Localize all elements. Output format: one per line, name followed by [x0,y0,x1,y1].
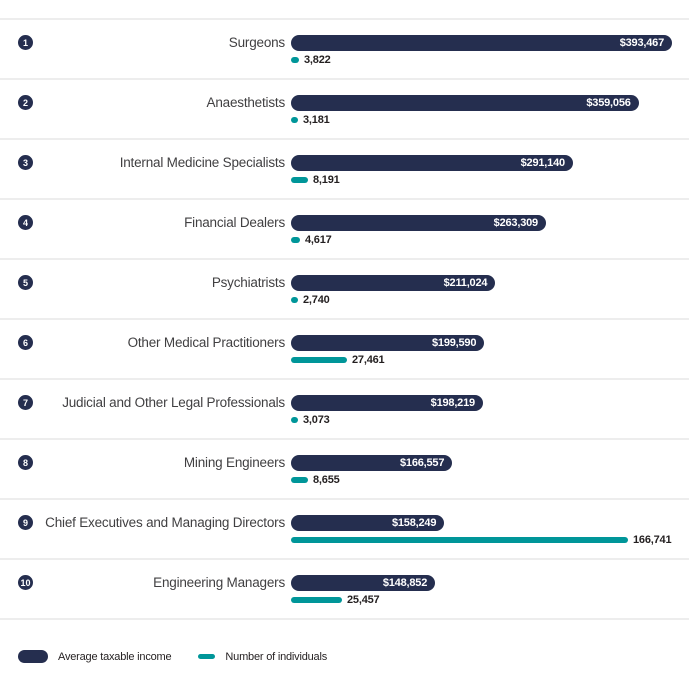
individuals-count: 3,181 [303,114,330,126]
table-row: 4 Financial Dealers $263,309 4,617 [0,198,689,258]
individuals-bar [291,597,342,603]
individuals-bar [291,237,300,243]
bars-group: $291,140 8,191 [291,155,672,186]
bars-group: $198,219 3,073 [291,395,672,426]
table-row: 5 Psychiatrists $211,024 2,740 [0,258,689,318]
income-bar: $211,024 [291,275,496,291]
occupation-label: Internal Medicine Specialists [119,155,285,170]
rank-badge: 10 [18,575,33,590]
income-value-label: $148,852 [382,577,428,589]
rank-badge: 9 [18,515,33,530]
individuals-count: 8,655 [313,474,340,486]
occupation-label: Anaesthetists [206,95,286,110]
table-row: 10 Engineering Managers $148,852 25,457 [0,558,689,618]
income-bar: $393,467 [291,35,672,51]
bars-group: $211,024 2,740 [291,275,672,306]
bars-group: $166,557 8,655 [291,455,672,486]
rank-badge: 5 [18,275,33,290]
table-row: 3 Internal Medicine Specialists $291,140… [0,138,689,198]
bars-group: $199,590 27,461 [291,335,672,366]
individuals-row: 3,822 [291,54,672,66]
table-row: 9 Chief Executives and Managing Director… [0,498,689,558]
individuals-bar [291,477,308,483]
income-bar: $166,557 [291,455,453,471]
income-value-label: $263,309 [493,217,538,229]
individuals-bar [291,417,298,423]
income-bar: $359,056 [291,95,639,111]
individuals-count: 3,822 [304,54,331,66]
individuals-bar [291,177,308,183]
individuals-row: 8,655 [291,474,672,486]
occupation-label: Mining Engineers [183,455,285,470]
income-bar: $263,309 [291,215,546,231]
rank-badge: 2 [18,95,33,110]
individuals-bar [291,357,347,363]
occupation-label: Other Medical Practitioners [127,335,286,350]
bars-group: $393,467 3,822 [291,35,672,66]
income-value-label: $211,024 [443,277,488,289]
individuals-row: 2,740 [291,294,672,306]
individuals-row: 3,181 [291,114,672,126]
individuals-count: 27,461 [352,354,385,366]
individuals-bar [291,297,298,303]
occupation-label: Chief Executives and Managing Directors [45,515,285,530]
rank-badge: 8 [18,455,33,470]
income-bar: $199,590 [291,335,485,351]
individuals-row: 27,461 [291,354,672,366]
income-value-label: $158,249 [391,517,437,529]
individuals-bar [291,537,628,543]
income-bar: $148,852 [291,575,436,591]
table-row: 1 Surgeons $393,467 3,822 [0,18,689,78]
income-value-label: $393,467 [619,37,664,49]
individuals-legend-swatch [198,654,216,659]
table-row: 7 Judicial and Other Legal Professionals… [0,378,689,438]
table-row: 2 Anaesthetists $359,056 3,181 [0,78,689,138]
occupation-label: Financial Dealers [184,215,285,230]
bars-group: $263,309 4,617 [291,215,672,246]
individuals-row: 3,073 [291,414,672,426]
bars-group: $158,249 166,741 [291,515,672,546]
table-row: 6 Other Medical Practitioners $199,590 2… [0,318,689,378]
individuals-count: 8,191 [313,174,340,186]
income-value-label: $199,590 [431,337,477,349]
rank-badge: 1 [18,35,33,50]
individuals-count: 25,457 [347,594,380,606]
individuals-row: 25,457 [291,594,672,606]
table-row: 8 Mining Engineers $166,557 8,655 [0,438,689,498]
income-value-label: $198,219 [430,397,475,409]
individuals-row: 8,191 [291,174,672,186]
individuals-bar [291,57,299,63]
bars-group: $148,852 25,457 [291,575,672,606]
rank-badge: 7 [18,395,33,410]
individuals-legend-label: Number of individuals [225,650,327,663]
income-value-label: $359,056 [586,97,631,109]
individuals-count: 166,741 [633,534,672,546]
income-bar: $158,249 [291,515,445,531]
individuals-count: 4,617 [305,234,332,246]
rank-badge: 6 [18,335,33,350]
income-value-label: $291,140 [520,157,565,169]
income-bar: $291,140 [291,155,573,171]
income-value-label: $166,557 [399,457,445,469]
occupation-label: Surgeons [228,35,285,50]
individuals-count: 2,740 [303,294,330,306]
income-bar: $198,219 [291,395,483,411]
individuals-row: 166,741 [291,534,672,546]
occupation-label: Engineering Managers [153,575,285,590]
individuals-count: 3,073 [303,414,330,426]
top-spacer [0,0,689,18]
rank-badge: 3 [18,155,33,170]
occupation-label: Psychiatrists [211,275,285,290]
income-legend-swatch [18,650,48,663]
income-legend-label: Average taxable income [58,650,172,663]
individuals-bar [291,117,298,123]
occupation-label: Judicial and Other Legal Professionals [62,395,285,410]
individuals-row: 4,617 [291,234,672,246]
legend: Average taxable income Number of individ… [0,618,689,673]
rank-badge: 4 [18,215,33,230]
bars-group: $359,056 3,181 [291,95,672,126]
